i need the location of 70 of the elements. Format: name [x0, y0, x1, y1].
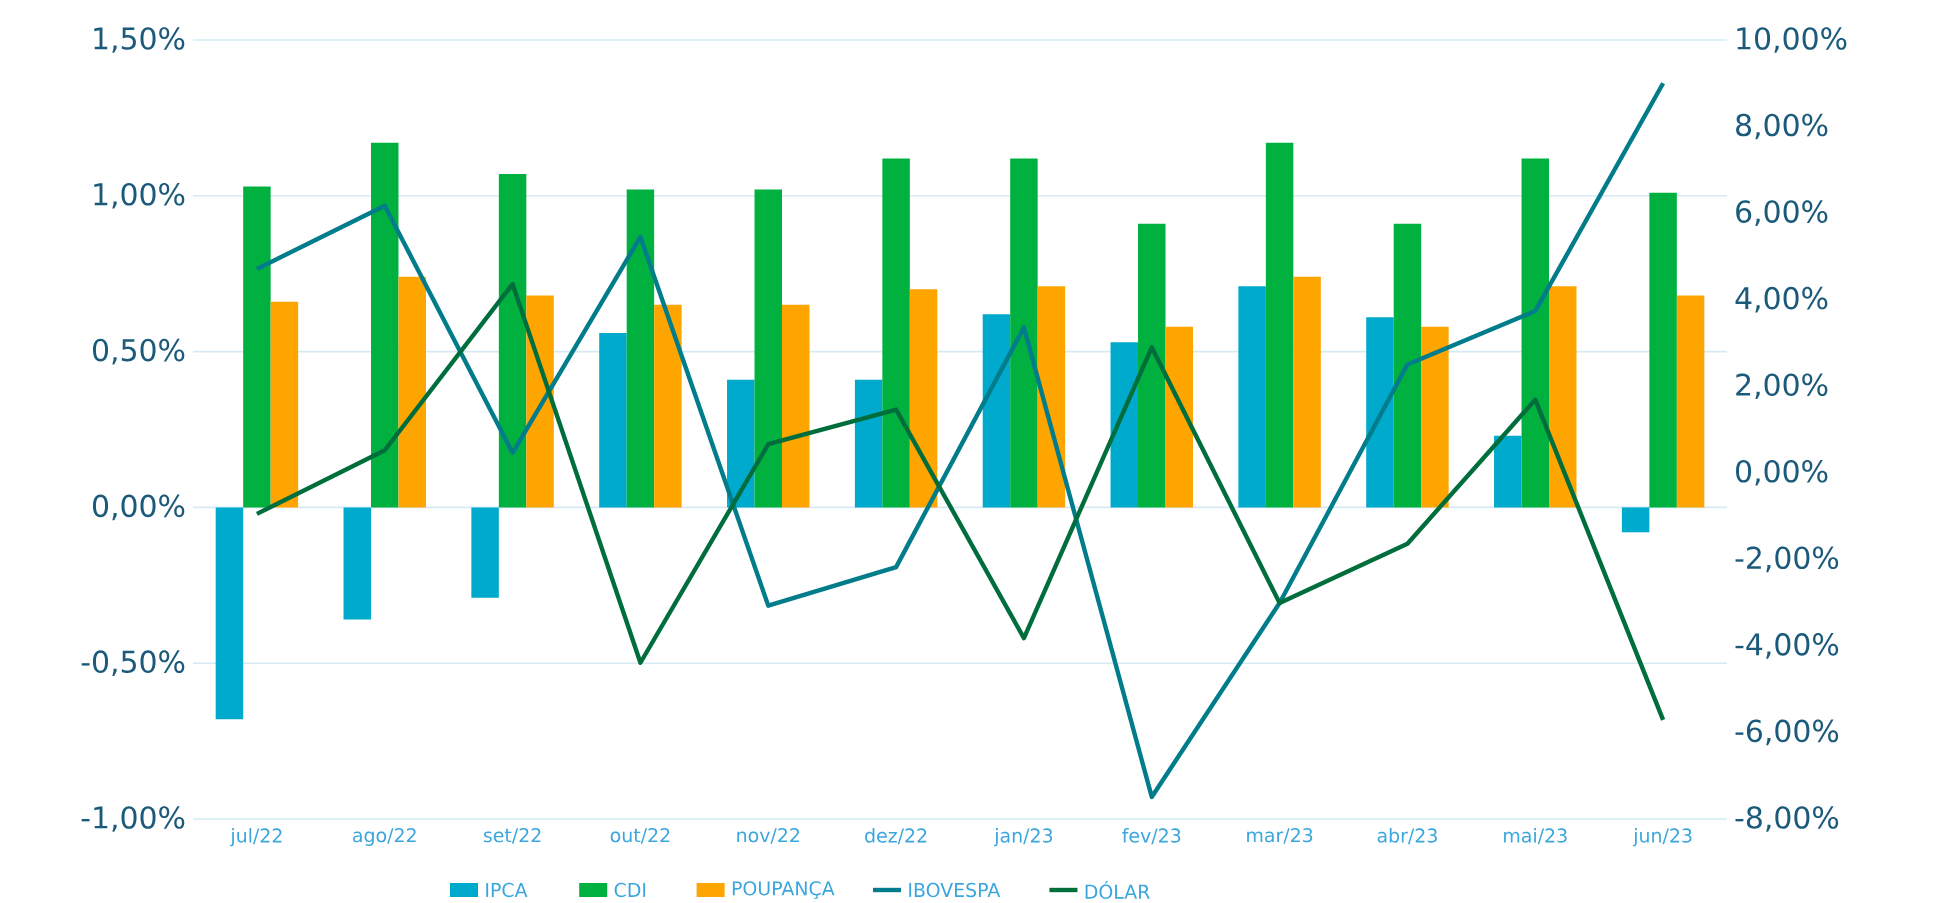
- y2-tick-label: 4,00%: [1735, 286, 1828, 313]
- bar: [782, 304, 810, 508]
- y-tick-label: 0,50%: [92, 338, 185, 365]
- bar: [1421, 326, 1449, 508]
- bar: [215, 507, 244, 720]
- bar: [1621, 507, 1650, 533]
- bar: [626, 189, 655, 508]
- y2-tick-label: 8,00%: [1736, 113, 1828, 140]
- bar: [882, 158, 910, 508]
- x-tick-label: jan/23: [993, 828, 1053, 847]
- y2-tick-label: 6,00%: [1736, 200, 1828, 226]
- bar: [1549, 286, 1577, 508]
- bar: [1110, 342, 1139, 508]
- y2-tick-label: 2,00%: [1736, 373, 1828, 400]
- bar: [1521, 158, 1550, 508]
- line-series: [254, 281, 1666, 723]
- bar: [982, 314, 1011, 508]
- x-tick-label: ago/22: [353, 828, 416, 847]
- bar: [1238, 286, 1266, 508]
- x-tick-label: set/22: [483, 828, 541, 844]
- legend-label: POUPANÇA: [732, 881, 835, 899]
- x-tick-label: abr/23: [1377, 828, 1437, 845]
- x-tick-label: fev/23: [1122, 828, 1181, 845]
- y-tick-label: -0,50%: [81, 650, 185, 677]
- x-tick-label: jun/23: [1632, 828, 1692, 847]
- legend-label: DÓLAR: [1085, 881, 1150, 899]
- bar: [471, 507, 499, 598]
- bar: [727, 379, 755, 508]
- bar: [1649, 192, 1677, 508]
- bar: [1293, 276, 1321, 508]
- bar: [1037, 286, 1066, 508]
- bar: [498, 173, 527, 508]
- line-series: [254, 81, 1666, 800]
- bar: [1393, 223, 1422, 508]
- bar: [1165, 326, 1193, 508]
- y-tick-label: 1,50%: [94, 27, 185, 53]
- bar: [1265, 142, 1294, 508]
- x-tick-label: out/22: [610, 828, 670, 844]
- y2-tick-label: -4,00%: [1735, 633, 1839, 659]
- bar: [1676, 295, 1705, 508]
- legend-label: IPCA: [486, 882, 528, 898]
- bar: [1494, 435, 1522, 508]
- y-tick-label: 1,00%: [94, 182, 185, 209]
- legend-label: CDI: [614, 882, 646, 898]
- legend-label: IBOVESPA: [909, 882, 1001, 898]
- x-tick-label: mai/23: [1504, 828, 1567, 845]
- y2-tick-label: 10,00%: [1737, 27, 1847, 53]
- x-tick-label: jul/22: [230, 828, 282, 847]
- y2-tick-label: 0,00%: [1736, 459, 1828, 486]
- bar: [1138, 223, 1166, 508]
- y2-tick-label: -2,00%: [1735, 546, 1839, 573]
- bar: [243, 186, 271, 508]
- bar: [654, 304, 682, 508]
- bar: [909, 289, 938, 508]
- x-tick-label: mar/23: [1247, 828, 1313, 844]
- bar: [343, 507, 372, 620]
- bar: [754, 189, 782, 508]
- bar: [1366, 317, 1394, 508]
- bar: [599, 332, 627, 508]
- y2-tick-label: -8,00%: [1735, 806, 1839, 832]
- x-tick-label: nov/22: [737, 828, 799, 844]
- y-tick-label: 0,00%: [92, 494, 185, 521]
- bar: [371, 142, 399, 508]
- bar: [1010, 158, 1038, 508]
- y-tick-label: -1,00%: [81, 806, 185, 832]
- y2-tick-label: -6,00%: [1735, 719, 1839, 746]
- bar: [398, 276, 426, 508]
- bar: [270, 301, 299, 508]
- bar: [854, 379, 883, 508]
- x-tick-label: dez/22: [865, 828, 927, 845]
